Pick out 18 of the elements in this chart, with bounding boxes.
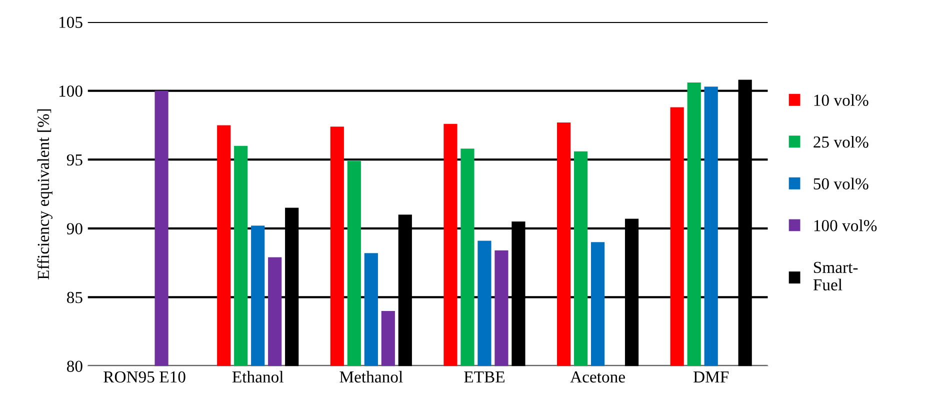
legend-label: 100 vol% <box>814 220 877 232</box>
legend-label: 50 vol% <box>814 178 868 190</box>
x-tick-label: ETBE <box>464 372 504 382</box>
y-tick-label: 95 <box>66 154 82 166</box>
legend-label: Smart- Fuel <box>813 262 858 290</box>
x-tick-label: RON95 E10 <box>104 371 186 383</box>
y-tick-label: 80 <box>66 360 82 372</box>
x-tick-label: Methanol <box>340 370 403 383</box>
x-tick-label: DMF <box>694 372 729 382</box>
y-tick-label: 85 <box>66 292 82 304</box>
x-tick-label: Ethanol <box>232 370 284 383</box>
x-tick-label: Acetone <box>570 371 625 383</box>
legend-label: 25 vol% <box>814 136 868 148</box>
legend-label: 10 vol% <box>814 94 868 106</box>
y-tick-label: 100 <box>59 86 82 97</box>
y-tick-label: 90 <box>66 223 82 234</box>
y-tick-label: 105 <box>59 16 82 28</box>
y-axis-title: Efficiency equivalent [%] <box>37 109 52 280</box>
